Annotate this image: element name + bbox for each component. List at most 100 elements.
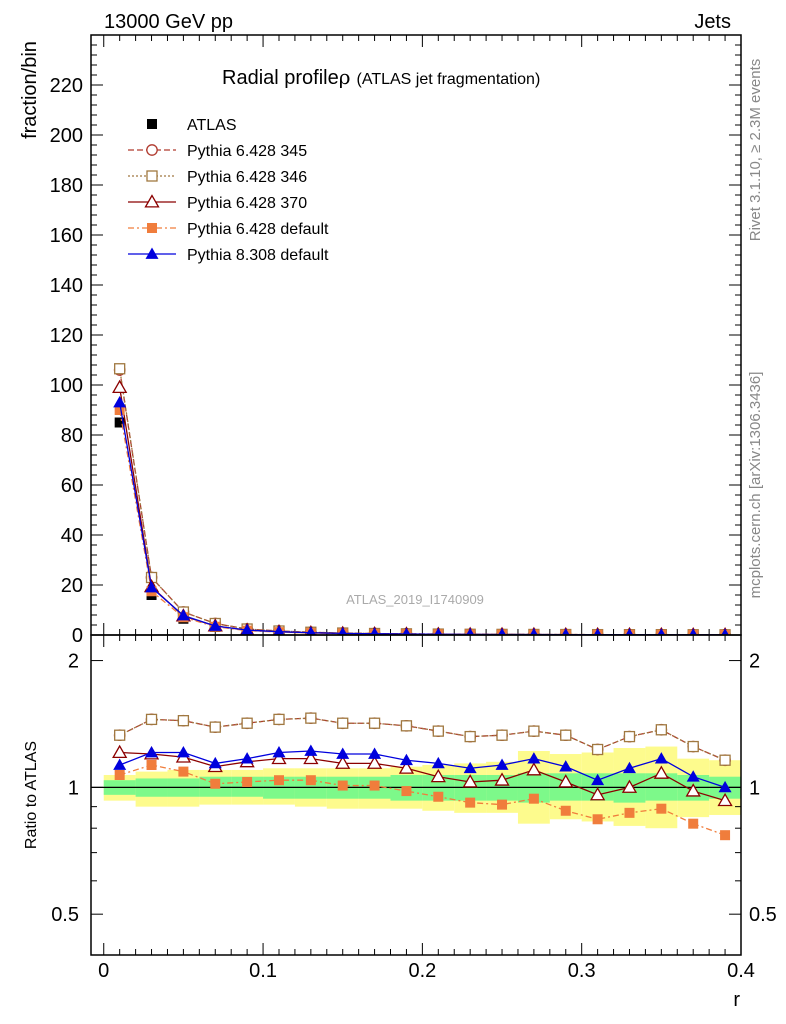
ratio-data-point <box>464 730 476 743</box>
mcplots-reference-label: mcplots.cern.ch [arXiv:1306.3436] <box>747 372 764 599</box>
ratio-data-point <box>589 787 606 801</box>
data-point <box>338 626 348 635</box>
ratio-panel-series <box>112 712 733 841</box>
y-tick-label: 140 <box>50 275 83 297</box>
data-point <box>434 627 443 635</box>
x-tick-label: 0.4 <box>727 960 755 982</box>
ratio-data-point <box>686 770 700 782</box>
ratio-data-point <box>591 773 605 786</box>
x-tick-labels: 0 0.1 0.2 0.3 0.4 <box>98 960 755 982</box>
ratio-data-point <box>335 755 351 769</box>
ratio-data-point <box>337 717 349 729</box>
ratio-data-point <box>210 778 221 789</box>
ratio-tick-label: 0.5 <box>51 904 79 926</box>
ratio-data-point <box>526 762 542 776</box>
ratio-data-point <box>462 774 478 788</box>
ratio-data-point <box>624 807 635 818</box>
data-point <box>466 627 475 635</box>
chart-title-symbol: ρ <box>339 65 351 89</box>
ratio-data-point <box>719 754 731 766</box>
ratio-data-point <box>398 760 415 774</box>
legend-label: ATLAS <box>187 117 237 134</box>
ratio-data-point <box>209 721 221 733</box>
ratio-data-point <box>273 713 285 726</box>
ratio-data-point <box>495 758 509 770</box>
legend-marker <box>145 247 159 259</box>
ratio-data-point <box>718 780 732 793</box>
ratio-data-point <box>305 712 317 724</box>
ratio-data-point <box>145 713 158 726</box>
data-point <box>114 405 125 415</box>
data-point <box>370 627 380 635</box>
ratio-data-point <box>114 769 125 780</box>
ratio-data-point <box>463 761 477 774</box>
top-y-axis-label: fraction/bin <box>19 41 41 139</box>
ratio-data-point <box>528 793 539 804</box>
ratio-data-point <box>622 761 636 774</box>
legend: ATLAS Pythia 6.428 345 Pythia 6.428 346 Pyt… <box>128 117 329 264</box>
ratio-data-point <box>494 772 510 786</box>
ratio-data-point <box>336 747 350 759</box>
y-tick-label: 220 <box>50 75 83 97</box>
legend-label: Pythia 8.308 default <box>187 247 329 264</box>
bottom-panel-frame <box>90 634 742 956</box>
legend-label: Pythia 6.428 default <box>187 221 329 238</box>
ratio-series-line <box>119 764 726 836</box>
ratio-data-point <box>177 715 190 727</box>
y-tick-label: 80 <box>61 425 83 447</box>
ratio-data-point <box>271 750 287 765</box>
ratio-data-point <box>273 775 284 786</box>
ratio-data-point <box>176 746 190 758</box>
ratio-data-point <box>592 814 603 825</box>
ratio-data-point <box>685 783 701 797</box>
ratio-data-point <box>178 766 189 777</box>
ratio-data-point <box>497 799 508 810</box>
data-point <box>529 628 538 635</box>
legend-marker <box>146 170 158 182</box>
data-point <box>625 628 634 635</box>
y-tick-label: 40 <box>61 525 83 547</box>
x-tick-label: 0.1 <box>249 960 277 982</box>
ratio-data-point <box>433 791 444 802</box>
top-panel-series <box>112 363 731 635</box>
data-point <box>114 417 125 428</box>
ratio-series-line <box>119 750 726 788</box>
ratio-tick-label-right: 0.5 <box>749 904 777 926</box>
y-tick-label: 160 <box>50 225 83 247</box>
chart-title-main: Radial profile <box>222 67 339 89</box>
ratio-data-point <box>591 743 604 756</box>
y-tick-label: 0 <box>72 625 83 647</box>
legend-label: Pythia 6.428 346 <box>187 169 307 186</box>
ratio-data-point <box>560 729 572 741</box>
ratio-data-point <box>146 760 157 771</box>
data-point <box>498 627 507 635</box>
ratio-data-point <box>242 776 253 787</box>
ratio-data-point <box>241 717 253 729</box>
ratio-tick-label-right: 1 <box>749 777 760 799</box>
analysis-watermark: ATLAS_2019_I1740909 <box>346 592 484 607</box>
y-tick-label: 120 <box>50 325 83 347</box>
ratio-data-point <box>654 752 668 764</box>
ratio-data-point <box>653 765 669 779</box>
ratio-data-point <box>528 725 540 737</box>
ratio-data-point <box>431 756 445 769</box>
ratio-tick-label: 2 <box>68 651 79 673</box>
data-point <box>114 363 126 375</box>
y-tick-label: 60 <box>61 475 83 497</box>
ratio-data-point <box>527 752 541 764</box>
data-point <box>112 379 128 394</box>
ratio-tick-label: 1 <box>68 777 79 799</box>
ratio-data-point <box>560 805 571 816</box>
ratio-data-point <box>400 720 413 732</box>
ratio-data-point <box>208 756 222 769</box>
ratio-data-point <box>623 730 636 743</box>
y-tick-label: 100 <box>50 375 83 397</box>
ratio-data-point <box>114 729 126 741</box>
ratio-data-point <box>688 818 699 829</box>
data-point <box>593 628 602 635</box>
y-tick-label: 200 <box>50 125 83 147</box>
legend-marker <box>147 119 157 129</box>
x-tick-label: 0.2 <box>408 960 436 982</box>
ratio-data-point <box>558 774 574 788</box>
